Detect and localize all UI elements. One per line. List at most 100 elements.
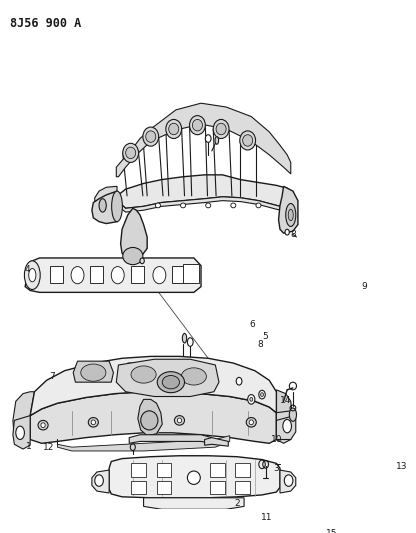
Text: 15: 15 [326, 529, 337, 533]
Ellipse shape [249, 420, 253, 425]
Text: 2: 2 [234, 499, 240, 508]
Ellipse shape [126, 147, 136, 159]
Ellipse shape [240, 131, 255, 150]
Ellipse shape [248, 394, 255, 404]
Ellipse shape [284, 475, 293, 486]
Text: 6: 6 [249, 320, 255, 329]
Ellipse shape [187, 338, 193, 346]
Polygon shape [280, 470, 296, 493]
Ellipse shape [111, 191, 122, 222]
Ellipse shape [91, 420, 96, 425]
Bar [183, 264, 199, 283]
Polygon shape [205, 438, 228, 446]
Polygon shape [276, 411, 296, 440]
Ellipse shape [181, 368, 206, 385]
Ellipse shape [259, 390, 265, 399]
Ellipse shape [153, 266, 166, 284]
Polygon shape [116, 103, 291, 177]
Text: 8: 8 [290, 230, 296, 239]
Polygon shape [279, 187, 298, 233]
Polygon shape [117, 196, 291, 212]
Bar [50, 265, 63, 283]
Text: 12: 12 [43, 442, 54, 451]
Polygon shape [124, 363, 163, 384]
Ellipse shape [166, 119, 182, 139]
Ellipse shape [215, 136, 218, 144]
Ellipse shape [288, 209, 293, 221]
Ellipse shape [216, 123, 226, 135]
Ellipse shape [174, 416, 185, 425]
Bar [210, 463, 225, 477]
Polygon shape [144, 498, 244, 509]
Text: 14: 14 [280, 396, 292, 405]
Ellipse shape [246, 417, 256, 427]
Polygon shape [129, 435, 212, 443]
Polygon shape [121, 208, 147, 260]
Ellipse shape [140, 258, 144, 264]
Ellipse shape [25, 261, 40, 289]
Ellipse shape [123, 247, 143, 265]
Text: 5: 5 [263, 332, 268, 341]
Polygon shape [138, 399, 162, 435]
Text: 9: 9 [362, 282, 368, 291]
Ellipse shape [146, 131, 156, 142]
Text: 4: 4 [25, 265, 30, 274]
Text: 13: 13 [396, 462, 408, 471]
Text: 8: 8 [258, 341, 263, 350]
Ellipse shape [213, 119, 229, 139]
Polygon shape [276, 390, 293, 443]
Ellipse shape [190, 116, 206, 135]
Text: 7: 7 [49, 372, 54, 381]
Text: 8J56 900 A: 8J56 900 A [10, 17, 81, 30]
Ellipse shape [256, 203, 261, 208]
Bar [131, 481, 146, 494]
Bar [235, 463, 250, 477]
Polygon shape [13, 416, 30, 449]
Ellipse shape [71, 266, 84, 284]
Polygon shape [92, 470, 109, 493]
Polygon shape [109, 456, 280, 498]
Ellipse shape [99, 199, 106, 212]
Ellipse shape [182, 334, 187, 343]
Ellipse shape [187, 471, 200, 484]
Ellipse shape [88, 417, 98, 427]
Bar [172, 265, 185, 283]
Ellipse shape [16, 426, 25, 440]
Ellipse shape [231, 203, 236, 208]
Ellipse shape [243, 135, 253, 146]
Polygon shape [73, 361, 114, 382]
Polygon shape [117, 175, 291, 208]
Ellipse shape [157, 372, 185, 393]
Ellipse shape [143, 127, 158, 146]
Text: 1: 1 [26, 442, 32, 451]
Ellipse shape [95, 475, 104, 486]
Ellipse shape [123, 143, 139, 163]
Ellipse shape [289, 408, 297, 422]
Polygon shape [30, 357, 276, 416]
Bar [210, 481, 225, 494]
Text: 3: 3 [273, 464, 279, 473]
Ellipse shape [260, 393, 263, 397]
Ellipse shape [250, 398, 253, 401]
Polygon shape [174, 365, 214, 386]
Polygon shape [95, 187, 117, 220]
Bar [156, 463, 171, 477]
Polygon shape [25, 258, 201, 293]
Polygon shape [57, 435, 230, 451]
Polygon shape [13, 392, 35, 443]
Ellipse shape [38, 421, 48, 430]
Ellipse shape [177, 418, 182, 423]
Ellipse shape [29, 269, 36, 282]
Ellipse shape [283, 419, 292, 433]
Ellipse shape [141, 411, 158, 430]
Ellipse shape [181, 203, 186, 208]
Polygon shape [92, 191, 117, 223]
Ellipse shape [162, 375, 179, 389]
Ellipse shape [192, 119, 203, 131]
Ellipse shape [236, 377, 242, 385]
Ellipse shape [286, 204, 296, 227]
Text: 11: 11 [261, 513, 273, 522]
Ellipse shape [41, 423, 45, 427]
Bar [131, 463, 146, 477]
Ellipse shape [81, 364, 106, 381]
